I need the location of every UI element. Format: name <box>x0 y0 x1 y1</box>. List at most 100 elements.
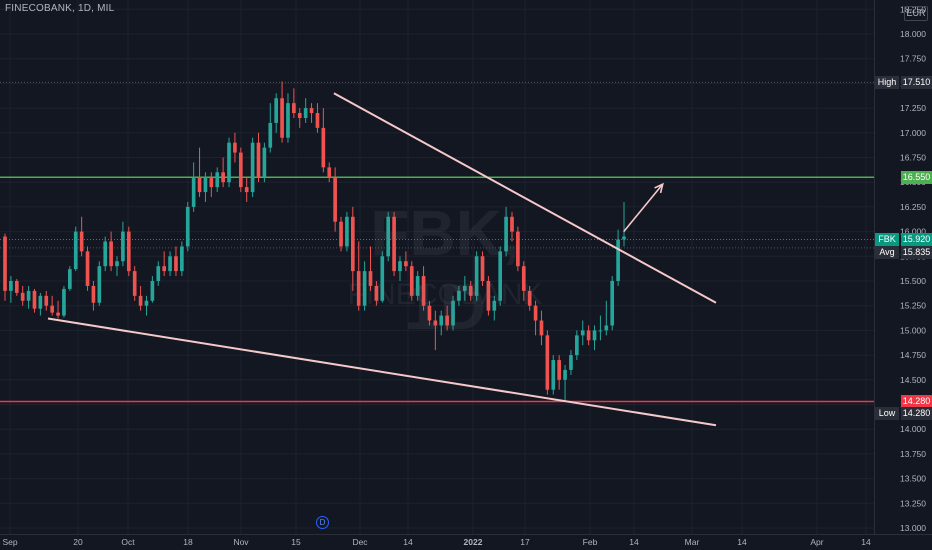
candle-body[interactable] <box>327 167 332 178</box>
candle-body[interactable] <box>162 266 166 272</box>
candle-body[interactable] <box>439 315 444 326</box>
candle-body[interactable] <box>280 98 284 138</box>
candle-body[interactable] <box>250 142 255 193</box>
candle-body[interactable] <box>286 103 290 138</box>
candle-body[interactable] <box>50 305 54 313</box>
candle-body[interactable] <box>156 266 161 281</box>
candle-body[interactable] <box>539 320 544 336</box>
candle-body[interactable] <box>185 206 190 247</box>
candle-body[interactable] <box>445 315 449 326</box>
candle-body[interactable] <box>345 216 349 247</box>
candle-body[interactable] <box>492 300 497 311</box>
candle-body[interactable] <box>592 330 597 341</box>
candle-body[interactable] <box>221 172 225 183</box>
candle-body[interactable] <box>616 239 620 281</box>
candle-body[interactable] <box>244 187 249 193</box>
candle-body[interactable] <box>292 103 296 114</box>
candle-body[interactable] <box>209 177 214 188</box>
candle-body[interactable] <box>32 290 37 309</box>
candle-body[interactable] <box>510 216 514 232</box>
candle-body[interactable] <box>309 108 314 114</box>
candle-body[interactable] <box>262 147 267 178</box>
candle-body[interactable] <box>203 177 208 193</box>
candle-body[interactable] <box>610 281 615 326</box>
candle-body[interactable] <box>191 177 196 207</box>
candle-body[interactable] <box>297 113 302 118</box>
candle-body[interactable] <box>97 266 102 303</box>
candle-body[interactable] <box>421 276 426 306</box>
candle-body[interactable] <box>268 122 273 148</box>
candle-body[interactable] <box>486 281 491 311</box>
candle-body[interactable] <box>350 216 355 272</box>
candle-body[interactable] <box>85 251 90 286</box>
candle-body[interactable] <box>227 142 231 183</box>
candle-body[interactable] <box>121 231 125 262</box>
candle-body[interactable] <box>109 241 113 267</box>
candle-body[interactable] <box>480 256 485 281</box>
candle-body[interactable] <box>26 290 31 301</box>
candle-body[interactable] <box>168 256 172 272</box>
candle-body[interactable] <box>504 216 508 252</box>
candle-body[interactable] <box>463 285 467 291</box>
candle-body[interactable] <box>575 335 579 356</box>
currency-badge[interactable]: EUR <box>904 6 928 21</box>
candle-body[interactable] <box>215 172 220 188</box>
candle-body[interactable] <box>521 266 526 291</box>
upper-trendline[interactable] <box>333 92 717 304</box>
candle-body[interactable] <box>451 300 455 326</box>
lower-trendline[interactable] <box>47 317 717 427</box>
candle-body[interactable] <box>274 98 279 123</box>
candle-body[interactable] <box>56 312 60 316</box>
candle-body[interactable] <box>374 285 379 301</box>
candle-body[interactable] <box>392 216 396 272</box>
projection-arrow[interactable] <box>623 183 664 233</box>
candle-body[interactable] <box>91 285 96 303</box>
candle-body[interactable] <box>404 261 408 267</box>
candle-body[interactable] <box>563 369 567 380</box>
candle-body[interactable] <box>138 295 143 306</box>
candle-body[interactable] <box>533 305 538 321</box>
candle-body[interactable] <box>516 231 520 267</box>
candle-body[interactable] <box>44 295 49 306</box>
candle-body[interactable] <box>303 108 308 118</box>
candle-body[interactable] <box>339 221 343 247</box>
candle-body[interactable] <box>604 325 609 331</box>
candle-body[interactable] <box>73 231 78 270</box>
candle-body[interactable] <box>180 246 184 272</box>
candle-body[interactable] <box>38 295 43 309</box>
candle-body[interactable] <box>115 261 119 267</box>
candle-body[interactable] <box>3 236 7 291</box>
candle-body[interactable] <box>586 330 591 341</box>
candle-body[interactable] <box>144 300 149 306</box>
candle-body[interactable] <box>380 256 385 301</box>
candle-body[interactable] <box>409 266 414 296</box>
candle-body[interactable] <box>256 142 261 178</box>
candle-body[interactable] <box>551 360 556 390</box>
candle-body[interactable] <box>433 320 438 326</box>
candle-body[interactable] <box>474 256 479 296</box>
candle-body[interactable] <box>20 292 25 301</box>
candle-body[interactable] <box>9 281 13 291</box>
candle-body[interactable] <box>315 113 320 128</box>
candle-body[interactable] <box>368 271 373 286</box>
candle-body[interactable] <box>545 335 550 390</box>
symbol-title[interactable]: FINECOBANK, 1D, MIL <box>5 3 115 14</box>
candle-body[interactable] <box>103 241 108 267</box>
candle-body[interactable] <box>174 256 178 272</box>
candle-body[interactable] <box>321 127 326 168</box>
candle-body[interactable] <box>569 355 573 370</box>
candle-body[interactable] <box>238 152 243 188</box>
candle-body[interactable] <box>622 236 626 240</box>
candle-body[interactable] <box>427 305 432 321</box>
candle-body[interactable] <box>362 271 367 306</box>
candle-body[interactable] <box>468 285 473 296</box>
candle-body[interactable] <box>598 330 603 332</box>
candle-body[interactable] <box>498 251 503 301</box>
candle-body[interactable] <box>233 142 237 153</box>
candle-body[interactable] <box>14 281 19 293</box>
candle-body[interactable] <box>386 216 391 257</box>
candle-body[interactable] <box>132 271 137 296</box>
candle-body[interactable] <box>333 177 337 222</box>
